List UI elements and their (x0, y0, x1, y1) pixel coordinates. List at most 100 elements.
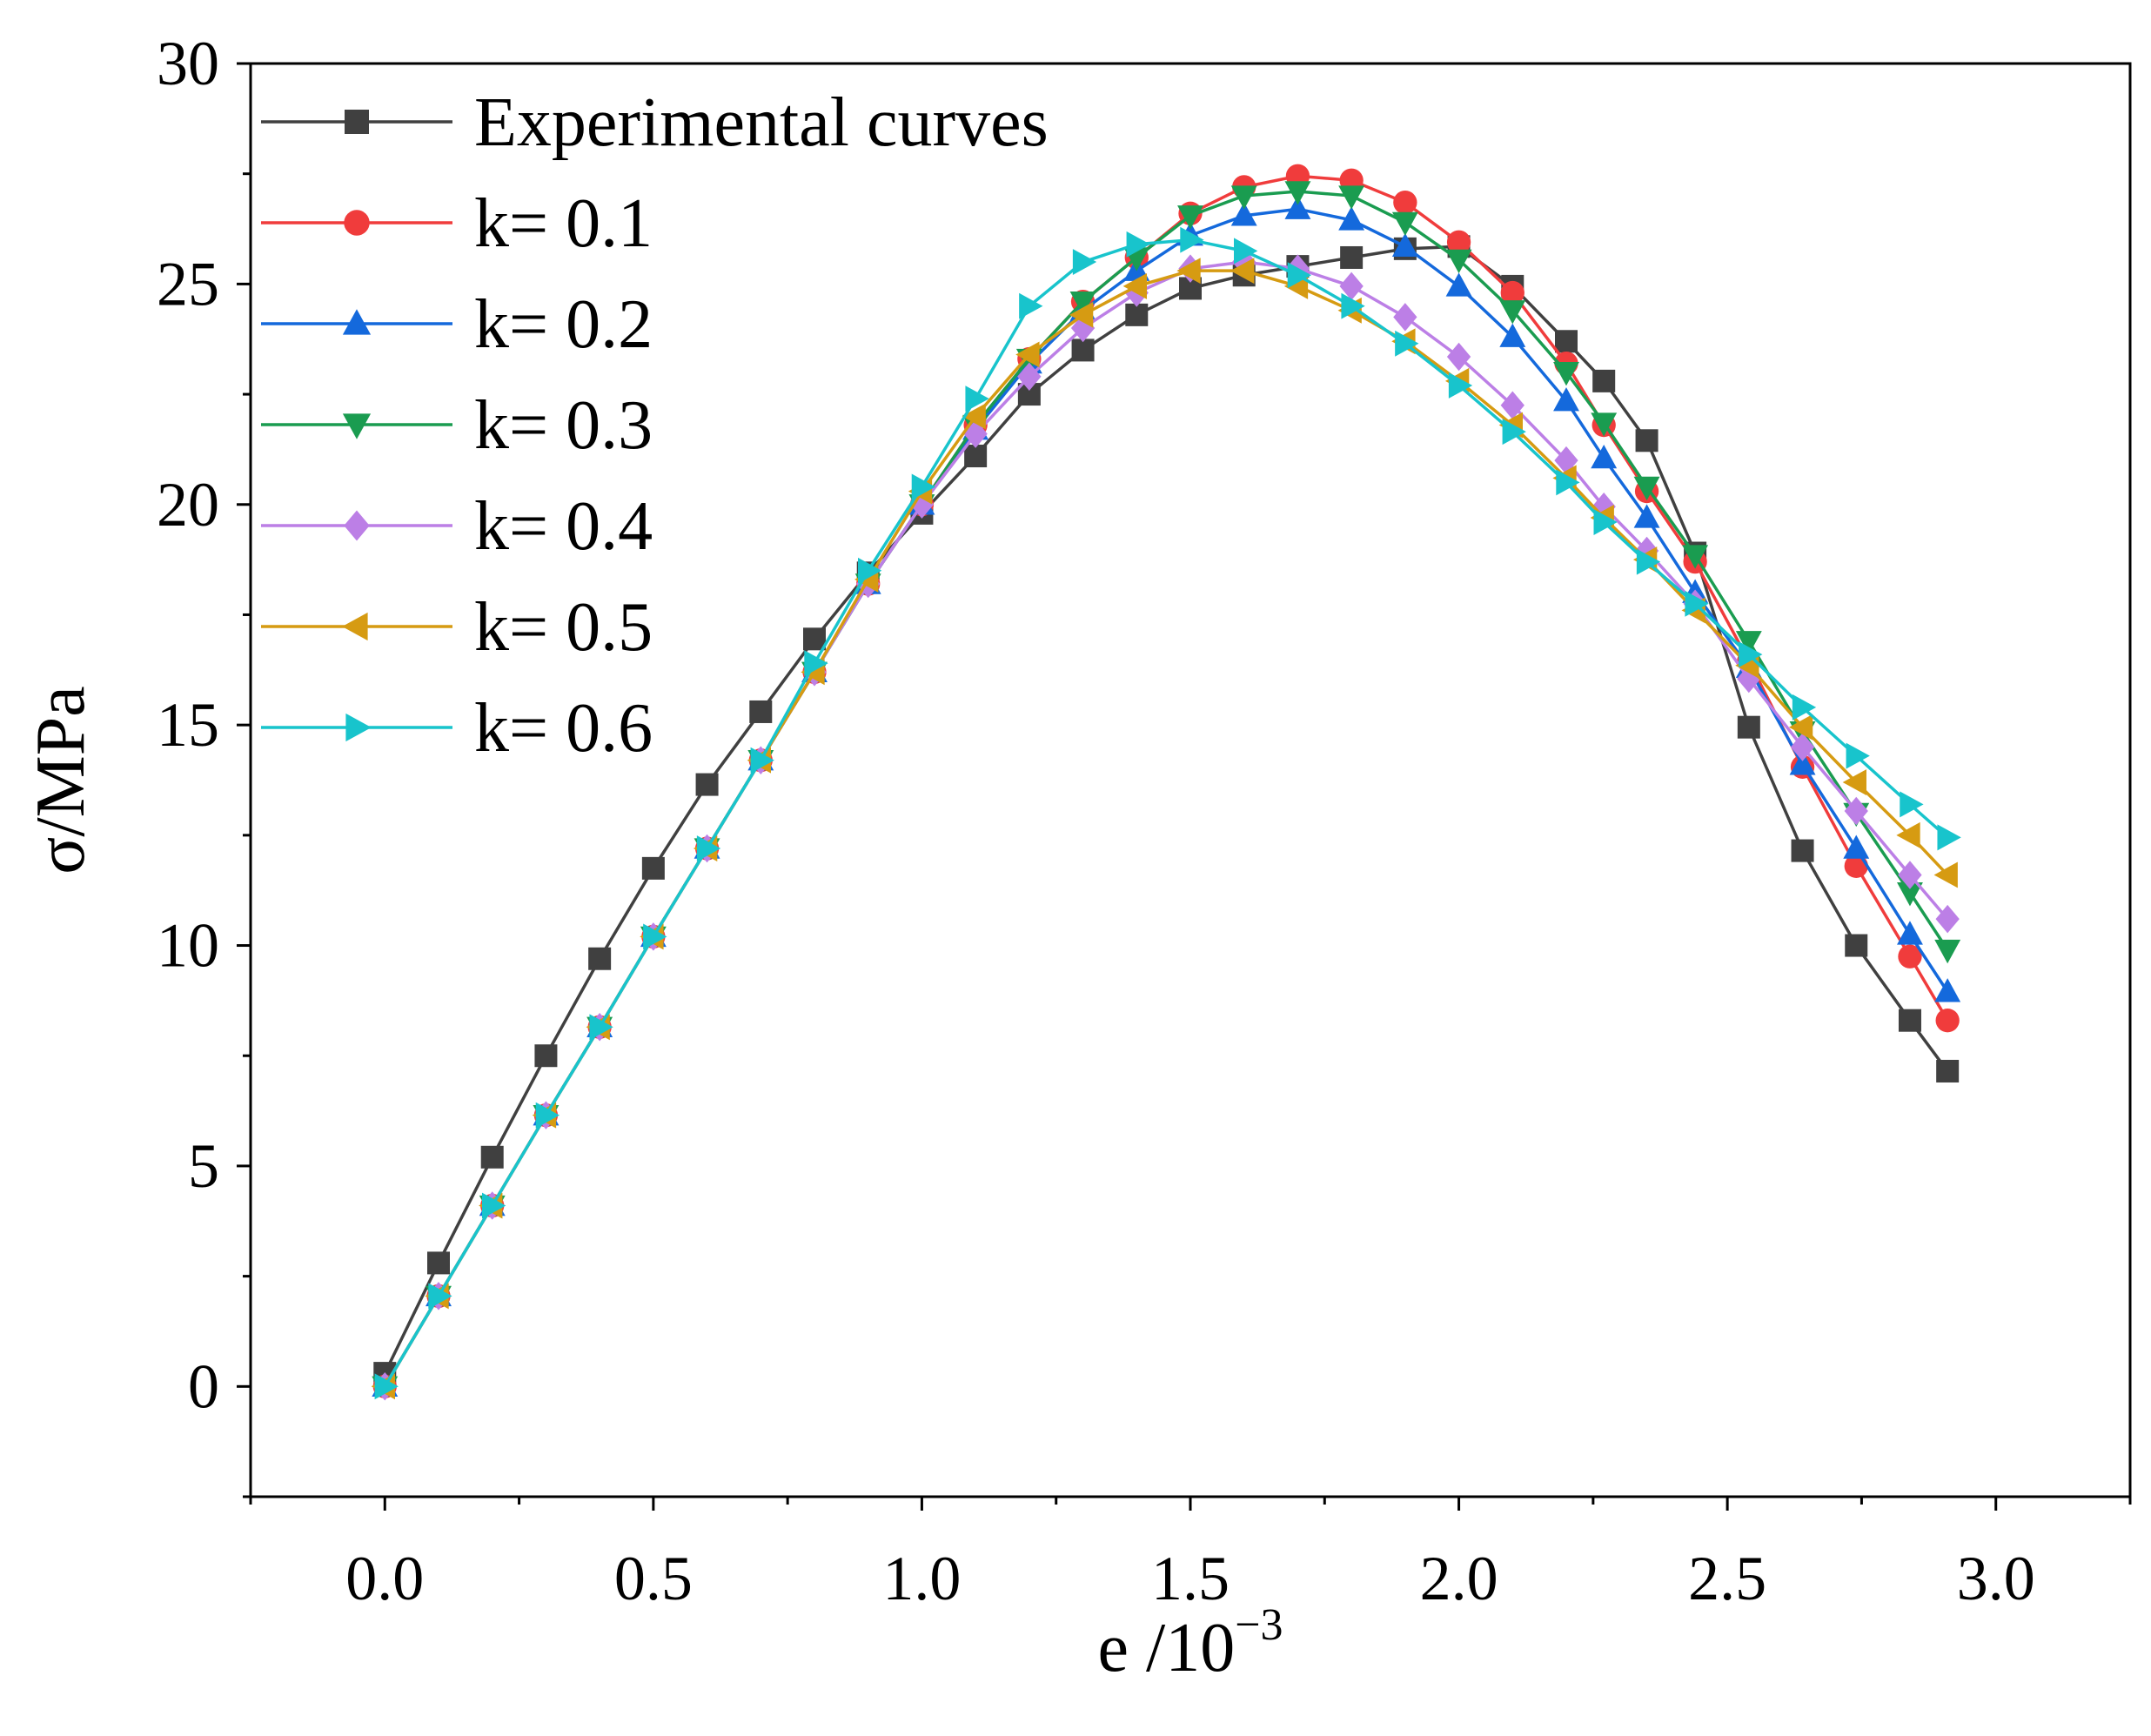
data-point (1634, 536, 1659, 566)
axes: 0 5 10 15 20 25 30 0.0 0.5 1.0 1.5 2.0 2.5 3.0 (157, 29, 2132, 1613)
data-point (1284, 195, 1311, 219)
x-tick-label: 1.5 (1151, 1544, 1230, 1613)
data-point (428, 1283, 452, 1310)
legend-marker (344, 510, 370, 541)
data-point (1737, 715, 1760, 739)
data-point (1556, 469, 1580, 496)
data-point (1898, 861, 1922, 889)
data-point (1071, 338, 1095, 362)
legend-marker (345, 713, 372, 742)
data-point (1070, 313, 1096, 343)
data-point (804, 650, 828, 677)
data-point (535, 1102, 560, 1129)
legend-item: k= 0.5 (261, 589, 653, 666)
data-point (1072, 249, 1097, 275)
data-point (962, 403, 986, 430)
data-point (749, 700, 773, 723)
data-point (1735, 631, 1762, 655)
data-point (1338, 206, 1365, 231)
x-tick-label: 2.0 (1420, 1544, 1498, 1613)
data-point (1393, 303, 1417, 332)
data-point (1284, 181, 1311, 205)
data-point (1445, 272, 1472, 297)
data-point (1896, 821, 1920, 848)
data-point (1633, 504, 1660, 528)
data-point (1739, 641, 1763, 668)
data-point (696, 835, 721, 861)
data-point (1069, 291, 1096, 316)
data-point (1791, 839, 1814, 862)
data-point (1340, 245, 1364, 269)
series-layer (371, 164, 1961, 1401)
data-point (1499, 300, 1526, 325)
data-point (1788, 714, 1813, 741)
data-point (1395, 330, 1419, 357)
legend-label: k= 0.3 (474, 387, 653, 464)
data-point (964, 445, 988, 468)
y-tick-label: 0 (188, 1351, 219, 1421)
data-point (1339, 271, 1364, 301)
series-2 (372, 195, 1961, 1398)
legend-item: Experimental curves (261, 84, 1049, 161)
legend-marker (342, 413, 372, 439)
data-point (1934, 939, 1961, 964)
data-point (858, 557, 882, 584)
y-tick-label: 15 (157, 690, 219, 760)
x-axis-title-exponent: −3 (1235, 1600, 1283, 1650)
x-tick-label: 1.0 (882, 1544, 961, 1613)
data-point (1446, 230, 1471, 254)
x-axis-title: e /10−3 (1097, 1600, 1283, 1686)
legend-label: k= 0.5 (474, 589, 653, 666)
data-point (750, 747, 774, 774)
legend-label: k= 0.1 (474, 185, 653, 262)
legend-item: k= 0.3 (261, 387, 653, 464)
data-point (1846, 742, 1870, 769)
data-point (1500, 280, 1524, 305)
data-point (1069, 301, 1094, 328)
data-point (1446, 342, 1471, 372)
data-point (1015, 341, 1040, 368)
data-point (374, 1373, 399, 1400)
data-point (803, 627, 826, 651)
data-point (1936, 1059, 1960, 1082)
data-point (1898, 944, 1922, 969)
y-tick-label: 20 (157, 470, 219, 540)
data-point (1935, 904, 1960, 934)
data-point (1685, 590, 1709, 617)
data-point (1555, 330, 1578, 353)
data-point (1230, 202, 1257, 226)
data-point (1789, 751, 1816, 775)
data-point (1635, 429, 1658, 452)
y-tick-label: 25 (157, 249, 219, 318)
series-line (383, 190, 1949, 1388)
series-6 (374, 226, 1961, 1400)
data-point (1391, 211, 1418, 237)
legend-marker (344, 210, 370, 236)
data-point (965, 385, 989, 412)
legend-marker (345, 110, 369, 134)
data-point (427, 1251, 450, 1275)
data-point (1445, 249, 1472, 274)
legend-label: k= 0.4 (474, 488, 653, 565)
data-point (1125, 303, 1149, 326)
data-point (1592, 369, 1616, 392)
y-tick-label: 10 (157, 911, 219, 981)
y-tick-label: 5 (188, 1131, 219, 1201)
data-point (1499, 323, 1526, 347)
data-point (1126, 231, 1150, 258)
data-point (1845, 934, 1868, 957)
data-point (1176, 258, 1201, 285)
data-point (1792, 694, 1817, 721)
data-point (1017, 362, 1042, 392)
data-point (482, 1192, 506, 1219)
data-point (1591, 444, 1618, 469)
data-point (1844, 796, 1868, 826)
data-point (1500, 391, 1524, 419)
data-point (589, 1014, 613, 1041)
data-point (1341, 292, 1365, 319)
data-point (534, 1044, 558, 1068)
data-point (1180, 226, 1204, 253)
legend-marker (342, 309, 372, 335)
data-point (1842, 769, 1866, 795)
